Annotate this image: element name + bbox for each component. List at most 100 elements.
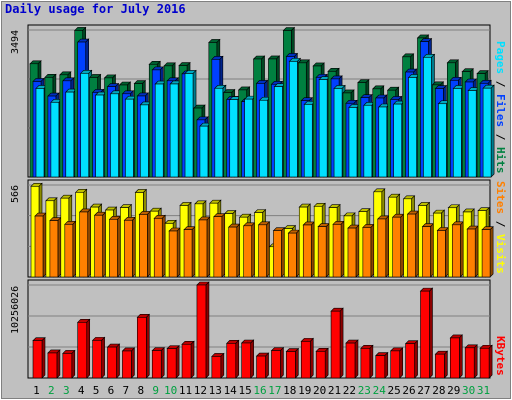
bar-pages <box>65 91 75 178</box>
bar-sites <box>139 214 148 278</box>
bar-kbytes <box>360 348 371 379</box>
bar-pages <box>393 103 402 178</box>
legend-separator: / <box>494 127 507 147</box>
x-tick-label: 21 <box>328 384 341 397</box>
bar-pages <box>244 98 253 178</box>
bar-sites-side <box>161 214 166 278</box>
legend-separator: / <box>494 74 507 94</box>
bar-sites <box>288 232 297 278</box>
bar-kbytes <box>92 340 102 379</box>
bar-kbytes-side <box>86 318 91 379</box>
bar-kbytes-side <box>190 340 195 379</box>
bar-pages <box>214 87 224 178</box>
bar-pages <box>125 98 134 178</box>
bar-pages <box>95 94 104 178</box>
bar-sites <box>243 225 252 278</box>
bar-kbytes <box>122 350 132 379</box>
bar-sites <box>377 218 387 278</box>
bar-sites-side <box>445 226 449 278</box>
bar-kbytes <box>196 284 207 379</box>
bar-pages <box>140 104 149 178</box>
x-tick-label: 29 <box>447 384 460 397</box>
bar-sites-side <box>87 208 92 278</box>
bar-kbytes <box>107 346 117 379</box>
bar-sites-side <box>191 225 196 278</box>
bar-sites <box>183 229 193 278</box>
x-tick-label: 22 <box>343 384 356 397</box>
bar-kbytes <box>390 350 400 379</box>
bar-sites <box>198 219 208 278</box>
bar-pages <box>274 86 283 178</box>
bar-kbytes-side <box>339 307 344 379</box>
bar-pages <box>169 83 179 178</box>
bar-sites <box>273 230 282 278</box>
bar-kbytes <box>151 350 162 379</box>
bar-kbytes-side <box>280 346 284 379</box>
bar-kbytes-side <box>41 336 46 379</box>
bar-kbytes <box>62 353 73 379</box>
bar-sites-side <box>221 212 226 278</box>
bar-sites <box>124 219 133 278</box>
bar-sites-side <box>102 211 106 278</box>
bar-kbytes <box>435 353 445 379</box>
bar-kbytes <box>449 337 460 379</box>
x-tick-label: 19 <box>298 384 311 397</box>
legend-visits: Visits <box>494 234 507 274</box>
bar-pages <box>348 107 358 178</box>
bar-kbytes-side <box>131 347 135 379</box>
series-legend: KBytes <box>494 336 507 376</box>
bar-kbytes <box>420 290 430 379</box>
bar-pages <box>229 99 239 178</box>
bar-sites-side <box>57 216 62 278</box>
bar-sites-side <box>117 215 121 278</box>
legend-separator: / <box>494 214 507 235</box>
bar-kbytes-side <box>324 347 329 379</box>
bar-sites-side <box>281 226 285 278</box>
bar-sites <box>153 218 163 278</box>
bar-sites-side <box>310 221 315 278</box>
bar-sites-side <box>340 220 345 278</box>
bar-sites <box>34 215 44 278</box>
bar-sites <box>258 224 267 278</box>
bar-kbytes <box>315 351 326 379</box>
x-tick-label: 23 <box>358 384 371 397</box>
bar-sites <box>407 213 416 278</box>
bar-sites <box>94 214 103 278</box>
bar-sites-side <box>176 227 181 278</box>
bar-kbytes-side <box>429 287 433 379</box>
x-tick-label: 8 <box>137 384 144 397</box>
bar-kbytes <box>345 342 356 379</box>
x-tick-label: 31 <box>477 384 490 397</box>
y-tick-label: 10256026 <box>10 285 21 334</box>
x-tick-label: 2 <box>48 384 55 397</box>
bar-kbytes <box>256 355 266 379</box>
bar-kbytes <box>464 347 475 379</box>
bar-kbytes-side <box>458 334 463 379</box>
bar-sites-side <box>132 216 136 278</box>
x-tick-label: 20 <box>313 384 326 397</box>
bar-kbytes <box>77 322 88 379</box>
bar-kbytes <box>271 350 281 379</box>
bar-sites <box>422 226 431 278</box>
bar-kbytes <box>166 348 177 379</box>
x-tick-label: 12 <box>194 384 207 397</box>
bar-kbytes-side <box>101 336 105 379</box>
bar-kbytes-side <box>414 339 418 379</box>
bar-sites-side <box>251 222 255 278</box>
bar-kbytes <box>330 310 341 379</box>
bar-sites <box>481 229 491 278</box>
bar-pages <box>303 104 313 178</box>
bar-kbytes <box>32 340 43 379</box>
legend-sites: Sites <box>494 181 507 215</box>
x-tick-label: 27 <box>417 384 430 397</box>
x-tick-label: 14 <box>224 384 238 397</box>
bar-sites <box>49 220 59 278</box>
x-tick-label: 6 <box>108 384 115 397</box>
bar-sites <box>317 226 327 278</box>
x-tick-label: 25 <box>388 384 401 397</box>
legend-files: Files <box>494 94 507 128</box>
bar-sites-side <box>459 221 464 278</box>
bar-kbytes <box>211 356 222 379</box>
bar-kbytes-side <box>369 344 374 379</box>
